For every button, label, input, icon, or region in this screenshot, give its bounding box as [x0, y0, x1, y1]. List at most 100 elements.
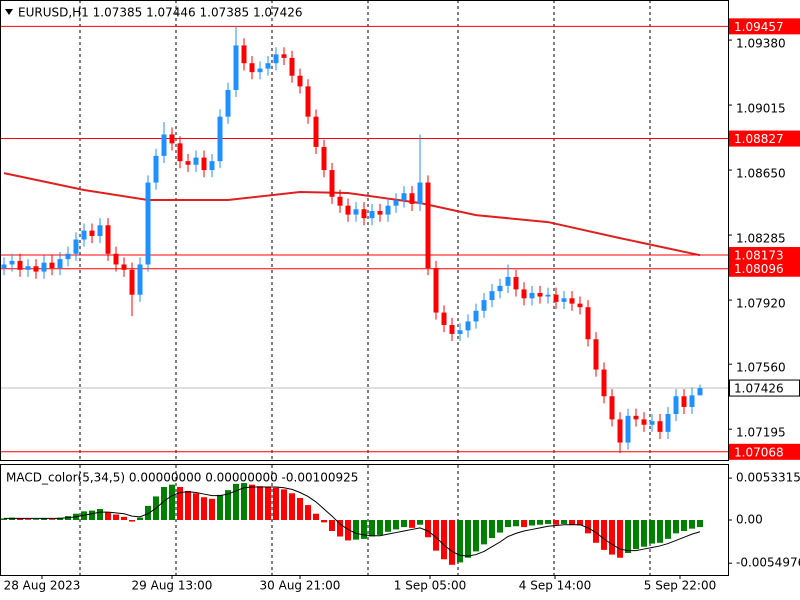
y-tick-label: 1.08650 [736, 167, 786, 181]
macd-bar [577, 520, 583, 526]
candle-body [145, 182, 151, 265]
candle-body [433, 268, 439, 313]
level-label: 1.08096 [734, 262, 784, 276]
candle-body [561, 298, 567, 302]
level-label-box [729, 18, 800, 35]
candle-body [129, 269, 135, 295]
macd-bar [529, 520, 535, 526]
candle-body [681, 396, 687, 407]
candle-body [353, 209, 359, 215]
candle-body [337, 196, 343, 206]
macd-bar [281, 489, 287, 520]
candle-body [361, 209, 367, 219]
candle-body [625, 415, 631, 443]
candle-body [601, 369, 607, 397]
macd-bar [273, 487, 279, 520]
level-label-box [729, 260, 800, 277]
macd-bar [617, 520, 623, 558]
candle-body [265, 63, 271, 69]
x-tick-label: 5 Sep 22:00 [644, 579, 716, 593]
macd-bar [17, 518, 23, 520]
level-label-box [729, 130, 800, 147]
candle-body [497, 285, 503, 292]
y-tick-label: 1.07195 [736, 426, 786, 440]
candle-body [473, 310, 479, 322]
macd-bar [537, 520, 543, 525]
candle-body [345, 205, 351, 215]
macd-bar [601, 520, 607, 550]
candle-body [105, 225, 111, 254]
macd-bar [121, 516, 127, 520]
macd-bar [545, 520, 551, 524]
macd-bar [129, 520, 135, 522]
macd-bar [297, 498, 303, 520]
y-tick-label: 1.09015 [736, 102, 786, 116]
level-label: 1.07068 [734, 445, 784, 459]
y-tick-label: 1.09380 [736, 37, 786, 51]
macd-bar [497, 520, 503, 533]
candle-body [593, 339, 599, 370]
candle-body [617, 419, 623, 443]
candle-body [649, 421, 655, 425]
candle-body [257, 68, 263, 73]
candle-body [545, 294, 551, 297]
macd-bar [401, 520, 407, 528]
macd-bar [257, 486, 263, 520]
price-frame [0, 0, 729, 461]
candle-body [553, 294, 559, 302]
candle-body [241, 45, 247, 64]
macd-bar [425, 520, 431, 538]
x-tick-label: 1 Sep 05:00 [394, 579, 466, 593]
macd-bar [313, 513, 319, 520]
x-tick-label: 29 Aug 13:00 [132, 579, 213, 593]
y-tick-label: -0.0054976 [736, 556, 800, 570]
macd-bar [489, 520, 495, 539]
candle-body [209, 161, 215, 171]
macd-bar [97, 509, 103, 520]
candle-body [665, 414, 671, 432]
candle-body [449, 325, 455, 334]
macd-bar [609, 520, 615, 555]
macd-bar [433, 520, 439, 551]
candle-body [417, 182, 423, 204]
macd-bar [113, 514, 119, 520]
candle-body [513, 276, 519, 290]
candle-body [385, 205, 391, 215]
candle-body [81, 230, 87, 240]
macd-bar [393, 520, 399, 530]
candle-body [401, 193, 407, 201]
candle-body [585, 307, 591, 340]
candle-body [17, 260, 23, 270]
macd-bar [353, 520, 359, 540]
candle-body [329, 170, 335, 197]
macd-bar [633, 520, 639, 550]
candle-body [249, 63, 255, 73]
level-label-box [729, 247, 800, 264]
candle-body [409, 193, 415, 204]
macd-bar [49, 519, 55, 520]
collapse-icon[interactable] [5, 9, 13, 15]
current-price-label: 1.07426 [734, 382, 784, 396]
candle-body [41, 262, 47, 272]
macd-bar [201, 497, 207, 520]
macd-bar [657, 520, 663, 543]
y-tick-label: 0.0053315 [736, 471, 800, 485]
macd-bar [593, 520, 599, 543]
candle-body [217, 116, 223, 162]
candle-body [169, 134, 175, 144]
candle-body [633, 415, 639, 420]
macd-bar [377, 520, 383, 535]
candle-body [273, 54, 279, 64]
macd-bar [569, 520, 575, 525]
macd-bar [481, 520, 487, 545]
macd-bar [305, 505, 311, 520]
candle-body [193, 157, 199, 165]
level-label: 1.09457 [734, 20, 784, 34]
macd-bar [249, 484, 255, 520]
x-tick-label: 30 Aug 21:00 [260, 579, 341, 593]
candle-body [457, 330, 463, 334]
macd-bar [345, 520, 351, 541]
candle-body [393, 200, 399, 206]
macd-bar [33, 519, 39, 520]
